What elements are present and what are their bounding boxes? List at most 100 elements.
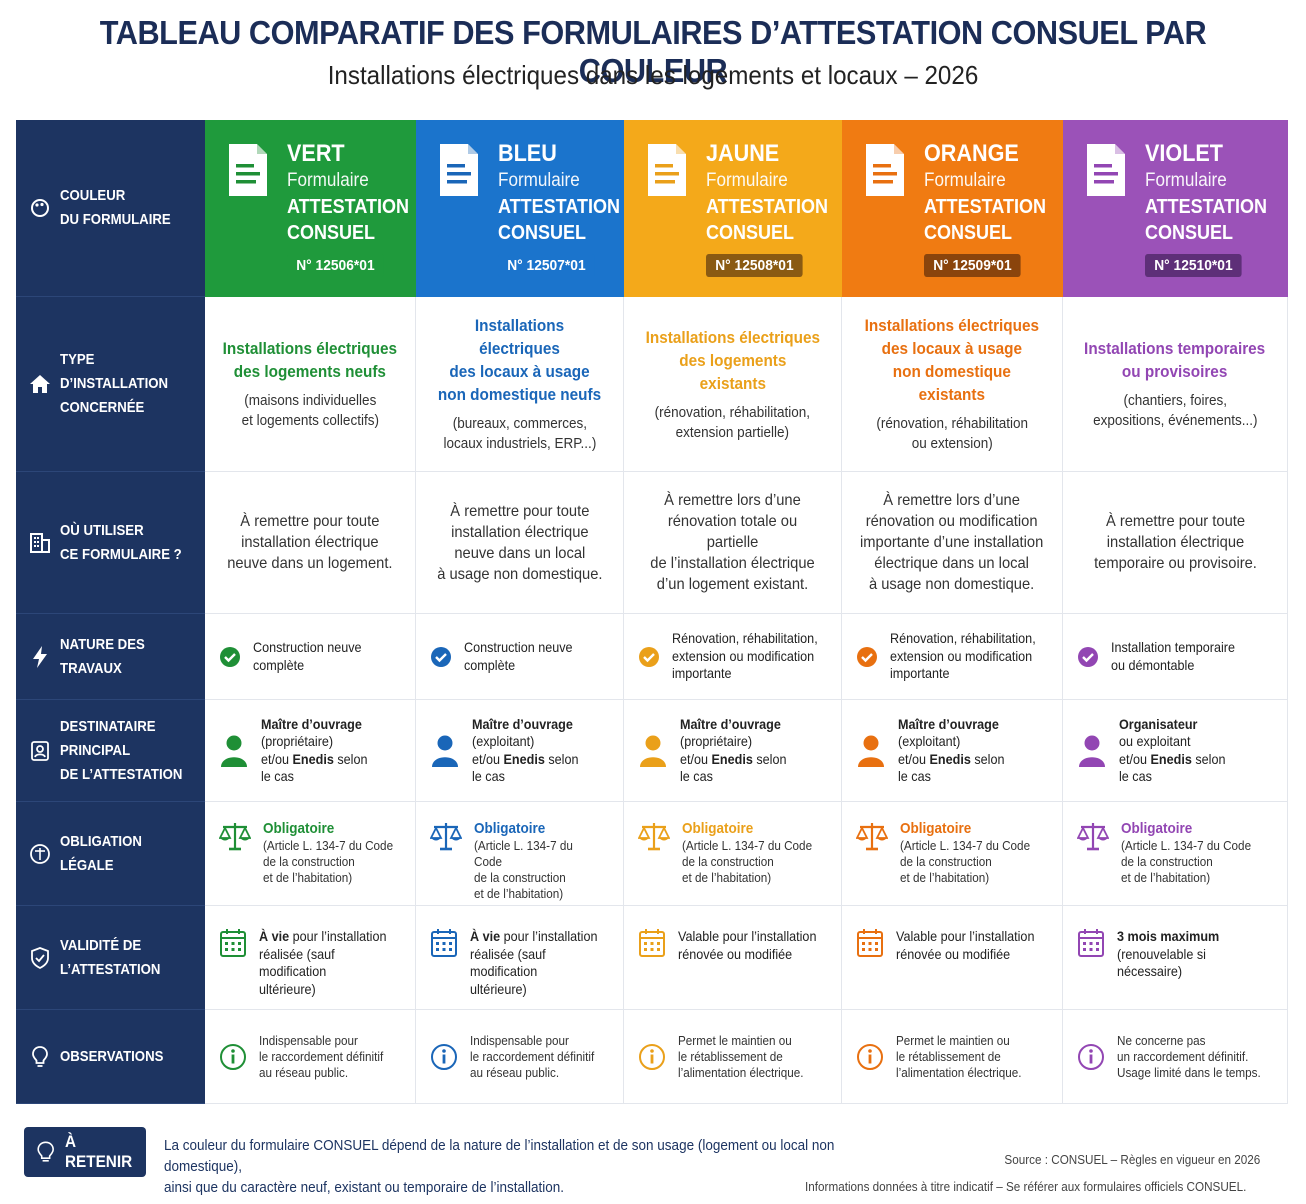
attestation-label: ATTESTATION <box>498 196 620 218</box>
destinataire-text: Organisateur ou exploitant et/ou Enedis … <box>1119 716 1225 786</box>
form-number: N° 12509*01 <box>924 254 1021 277</box>
destinataire-pre: et/ou <box>680 750 712 767</box>
obligation-text: (Article L. 134-7 du Code de la construc… <box>474 838 573 901</box>
travaux-text: Construction neuve complète <box>464 639 573 673</box>
destinataire-role: (exploitant) <box>898 733 961 749</box>
person-badge-icon <box>31 740 49 761</box>
consuel-label: CONSUEL <box>706 222 795 244</box>
form-label: Formulaire <box>924 170 1006 191</box>
row-label-text: VALIDITÉ DE L’ATTESTATION <box>60 936 161 978</box>
consuel-label: CONSUEL <box>1145 222 1234 244</box>
destinataire-post: selon le cas <box>898 750 1005 785</box>
obligation-title: Obligatoire <box>263 820 335 837</box>
scale-icon <box>638 823 670 851</box>
travaux-cell: Installation temporaire ou démontable <box>1063 614 1288 700</box>
obligation-title: Obligatoire <box>682 820 754 837</box>
form-number: N° 12506*01 <box>287 254 384 277</box>
destinataire-name: Maître d’ouvrage <box>680 715 781 732</box>
color-name: BLEU <box>498 140 557 167</box>
lightbulb-icon <box>37 1141 54 1162</box>
obligation-stack: Obligatoire (Article L. 134-7 du Code de … <box>900 820 1045 886</box>
destinataire-pre: et/ou <box>1119 750 1151 767</box>
usage-text: À remettre lors d’une rénovation totale … <box>650 492 815 593</box>
palette-icon <box>31 199 49 217</box>
obligation-cell: Obligatoire (Article L. 134-7 du Code de … <box>842 802 1063 906</box>
validite-cell: À vie pour l’installation réalisée (sauf… <box>416 906 624 1010</box>
row-label-0: COULEUR DU FORMULAIRE <box>16 120 205 297</box>
house-icon <box>30 375 50 393</box>
travaux-text: Construction neuve complète <box>253 639 362 673</box>
check-circle-icon <box>1078 646 1098 667</box>
type-subtitle: (chantiers, foires, expositions, événeme… <box>1092 392 1258 429</box>
color-name: JAUNE <box>706 140 780 167</box>
observation-text: Permet le maintien ou le rétablissement … <box>896 1032 1022 1080</box>
destinataire-name: Maître d’ouvrage <box>261 715 362 732</box>
obligation-stack: Obligatoire (Article L. 134-7 du Code de … <box>1121 820 1266 886</box>
destinataire-pre: et/ou <box>261 750 293 767</box>
obligation-stack: Obligatoire (Article L. 134-7 du Code de … <box>474 820 617 902</box>
destinataire-cell: Maître d’ouvrage (propriétaire) et/ou En… <box>624 700 842 802</box>
scale-icon <box>219 823 251 851</box>
validite-text: Valable pour l’installation rénovée ou m… <box>896 928 1034 963</box>
travaux-text: Rénovation, réhabilitation, extension ou… <box>672 630 818 682</box>
header-vert: VERT Formulaire ATTESTATION CONSUEL N° 12506… <box>205 120 416 297</box>
observation-cell: Permet le maintien ou le rétablissement … <box>624 1010 842 1104</box>
enedis-label: Enedis <box>711 750 753 767</box>
comparison-table: COULEUR DU FORMULAIRE VERT Formulaire ATTES… <box>16 120 1288 1104</box>
validite-text: À vie pour l’installation réalisée (sauf… <box>470 928 602 998</box>
destinataire-text: Maître d’ouvrage (exploitant) et/ou Ened… <box>472 716 578 786</box>
validite-detail: Valable pour l’installation rénovée ou m… <box>678 928 817 962</box>
destinataire-role: ou exploitant <box>1119 733 1191 749</box>
destinataire-role: (exploitant) <box>472 733 535 749</box>
form-label: Formulaire <box>498 170 580 191</box>
building-icon <box>30 532 50 553</box>
destinataire-cell: Maître d’ouvrage (exploitant) et/ou Ened… <box>842 700 1063 802</box>
document-icon <box>440 144 478 196</box>
obligation-cell: Obligatoire (Article L. 134-7 du Code de … <box>624 802 842 906</box>
validite-bold: À vie <box>259 928 290 944</box>
attestation-label: ATTESTATION <box>287 196 409 218</box>
type-title: Installations électriques des locaux à u… <box>864 316 1040 404</box>
row-label-7: OBSERVATIONS <box>16 1010 205 1104</box>
form-label: Formulaire <box>287 170 369 191</box>
validite-cell: Valable pour l’installation rénovée ou m… <box>624 906 842 1010</box>
travaux-cell: Construction neuve complète <box>416 614 624 700</box>
obligation-stack: Obligatoire (Article L. 134-7 du Code de … <box>263 820 408 886</box>
type-cell: Installations électriques des locaux à u… <box>416 297 624 472</box>
header-violet: VIOLET Formulaire ATTESTATION CONSUEL N° 125… <box>1063 120 1288 297</box>
info-icon <box>220 1043 246 1070</box>
validite-detail: Valable pour l’installation rénovée ou m… <box>896 928 1035 962</box>
attestation-label: ATTESTATION <box>924 196 1046 218</box>
attestation-label: ATTESTATION <box>1145 196 1267 218</box>
validite-cell: 3 mois maximum (renouvelable si nécessai… <box>1063 906 1288 1010</box>
travaux-cell: Rénovation, réhabilitation, extension ou… <box>624 614 842 700</box>
row-label-text: NATURE DES TRAVAUX <box>60 635 145 677</box>
color-name: VERT <box>287 140 345 167</box>
shield-icon <box>31 946 49 969</box>
type-title: Installations électriques des logements … <box>645 327 820 393</box>
destinataire-post: selon le cas <box>1119 750 1226 785</box>
document-icon <box>229 144 267 196</box>
header-bleu: BLEU Formulaire ATTESTATION CONSUEL N° 12507… <box>416 120 624 297</box>
row-label-text: DESTINATAIRE PRINCIPAL DE L’ATTESTATION <box>60 717 183 783</box>
obligation-title: Obligatoire <box>474 820 546 837</box>
scale-icon <box>430 823 462 851</box>
info-icon <box>431 1043 457 1070</box>
usage-text: À remettre lors d’une rénovation ou modi… <box>860 492 1044 593</box>
retenir-label: À RETENIR <box>65 1132 133 1171</box>
destinataire-cell: Organisateur ou exploitant et/ou Enedis … <box>1063 700 1288 802</box>
obligation-stack: Obligatoire (Article L. 134-7 du Code de … <box>682 820 827 886</box>
usage-cell: À remettre pour toute installation élect… <box>205 472 416 614</box>
validite-text: Valable pour l’installation rénovée ou m… <box>678 928 816 963</box>
destinataire-pre: et/ou <box>898 750 930 767</box>
header-orange: ORANGE Formulaire ATTESTATION CONSUEL N° 125… <box>842 120 1063 297</box>
type-cell: Installations électriques des locaux à u… <box>842 297 1063 472</box>
row-label-5: OBLIGATION LÉGALE <box>16 802 205 906</box>
validite-bold: À vie <box>470 928 501 944</box>
validite-text: 3 mois maximum (renouvelable si nécessai… <box>1117 928 1265 981</box>
person-icon <box>640 735 666 767</box>
observation-cell: Indispensable pour le raccordement défin… <box>205 1010 416 1104</box>
person-icon <box>221 735 247 767</box>
retenir-text: La couleur du formulaire CONSUEL dépend … <box>164 1137 835 1196</box>
validite-bold: 3 mois maximum <box>1117 928 1220 944</box>
